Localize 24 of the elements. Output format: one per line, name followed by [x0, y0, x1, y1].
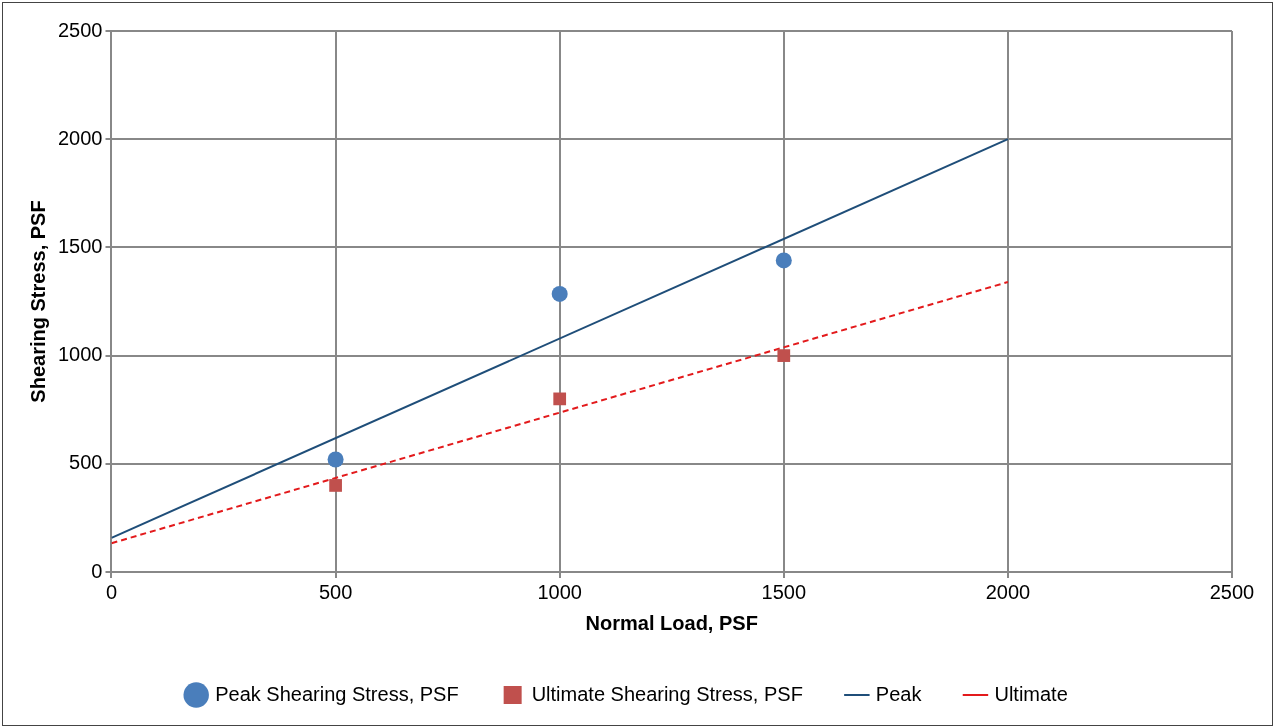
x-tick-label: 0 [105, 580, 118, 603]
y-tick-label: 1000 [57, 343, 103, 366]
y-tick-label: 2500 [57, 18, 103, 41]
y-tick-label: 1500 [57, 234, 103, 257]
legend-label: Ultimate [994, 682, 1068, 705]
point [551, 285, 568, 302]
point [775, 252, 792, 269]
y-tick-label: 0 [91, 559, 103, 582]
point [777, 349, 791, 362]
y-tick-label: 2000 [57, 126, 103, 149]
y-tick-label: 500 [69, 451, 103, 474]
legend-label: Ultimate Shearing Stress, PSF [531, 682, 803, 705]
x-tick-label: 1500 [761, 580, 807, 603]
x-tick-label: 2500 [1209, 580, 1255, 603]
x-axis-title: Normal Load, PSF [585, 611, 758, 634]
x-tick-label: 2000 [985, 580, 1031, 603]
point [329, 479, 342, 492]
legend-label: Peak Shearing Stress, PSF [215, 682, 459, 705]
y-axis-title: Shearing Stress, PSF [26, 200, 49, 403]
legend-label: Peak [875, 682, 923, 705]
x-tick-label: 500 [318, 580, 353, 603]
point [553, 392, 567, 406]
point [327, 451, 344, 468]
x-tick-label: 1000 [537, 580, 582, 603]
